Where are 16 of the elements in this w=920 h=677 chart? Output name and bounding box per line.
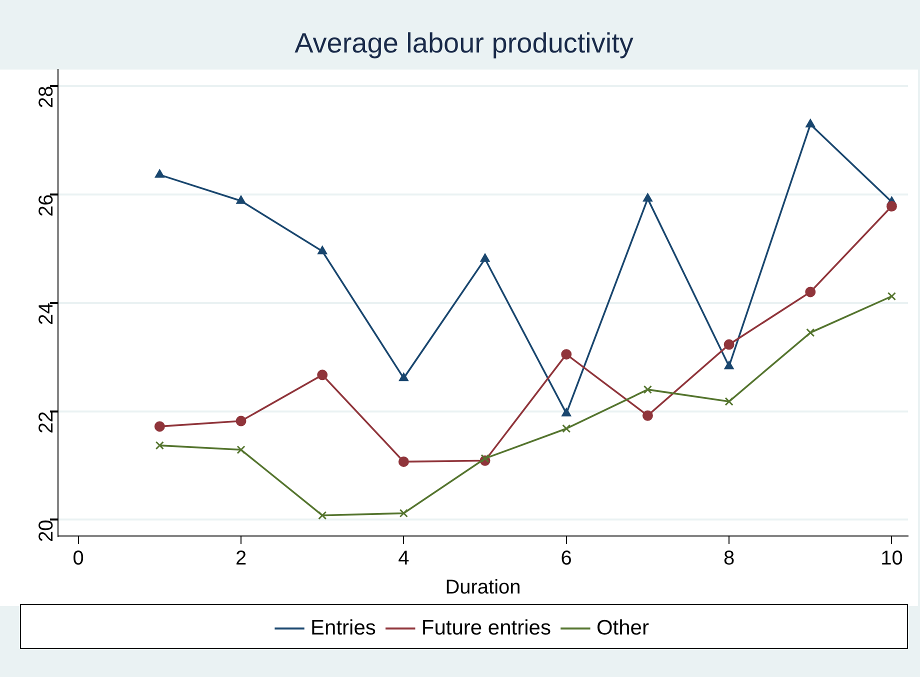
y-tick-label: 26 [36, 194, 58, 217]
y-tick-label: 22 [36, 411, 58, 434]
x-tick-label: 6 [560, 548, 572, 570]
y-tick-label: 20 [36, 520, 58, 542]
x-tick-label: 2 [235, 548, 247, 570]
x-tick-label: 8 [723, 548, 735, 570]
legend-label: Future entries [421, 616, 551, 640]
legend-label: Entries [310, 616, 376, 640]
x-tick-label: 10 [880, 548, 903, 570]
y-tick-label: 28 [36, 86, 58, 108]
x-tick-label: 0 [72, 548, 84, 570]
chart-title: Average labour productivity [294, 28, 634, 59]
y-tick-label: 24 [36, 302, 58, 326]
legend-label: Other [596, 616, 649, 640]
x-axis-title: Duration [445, 576, 521, 599]
x-tick-label: 4 [398, 548, 410, 570]
